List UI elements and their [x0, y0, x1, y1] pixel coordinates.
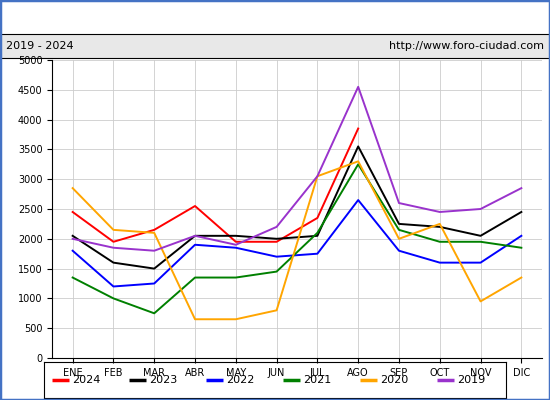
Text: 2023: 2023	[148, 375, 177, 385]
Text: 2021: 2021	[302, 375, 331, 385]
Text: Evolucion Nº Turistas Nacionales en el municipio de Villalpando: Evolucion Nº Turistas Nacionales en el m…	[37, 10, 513, 24]
Text: http://www.foro-ciudad.com: http://www.foro-ciudad.com	[389, 41, 544, 51]
Text: 2024: 2024	[72, 375, 100, 385]
Text: 2019: 2019	[456, 375, 485, 385]
Text: 2019 - 2024: 2019 - 2024	[6, 41, 73, 51]
Text: 2022: 2022	[226, 375, 254, 385]
Text: 2020: 2020	[379, 375, 408, 385]
